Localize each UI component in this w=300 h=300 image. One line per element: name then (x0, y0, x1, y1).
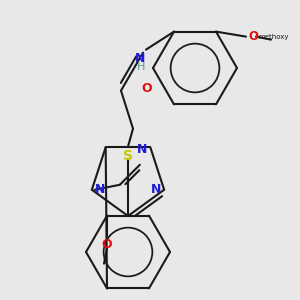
Text: N: N (135, 52, 145, 64)
Text: N: N (137, 143, 147, 156)
Text: methoxy: methoxy (258, 34, 289, 40)
Text: N: N (95, 183, 105, 196)
Text: O: O (141, 82, 152, 95)
Text: N: N (151, 183, 161, 196)
Text: O: O (248, 30, 258, 43)
Text: S: S (123, 148, 133, 163)
Text: O: O (102, 238, 112, 250)
Text: H: H (136, 61, 145, 72)
